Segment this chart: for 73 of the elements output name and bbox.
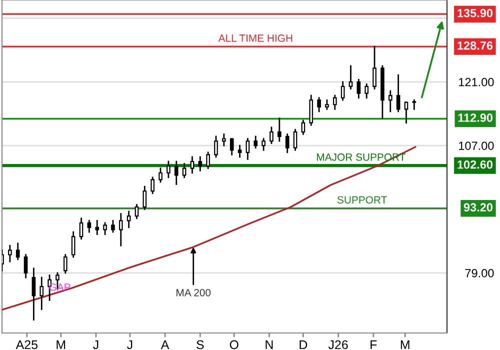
candlestick: [190, 156, 194, 174]
candlestick: [270, 126, 274, 144]
candlestick: [103, 222, 107, 235]
x-tick-label: A25: [16, 340, 38, 350]
candlestick: [32, 268, 36, 320]
candlestick: [412, 99, 416, 110]
ref-line-label: 102.60: [458, 160, 493, 169]
candlestick: [8, 244, 12, 262]
x-tick-label: N: [266, 340, 273, 350]
line-series: [2, 146, 416, 311]
candlestick: [150, 176, 155, 194]
candlestick: [278, 118, 282, 142]
candlestick: [309, 94, 314, 126]
x-tick-label: M: [400, 340, 410, 350]
candlestick: [325, 99, 329, 110]
candlestick: [293, 128, 298, 151]
candlestick: [158, 168, 162, 183]
candlestick: [404, 102, 408, 124]
x-tick-label: J: [127, 340, 132, 350]
candlestick: [174, 160, 178, 185]
x-tick-label: S: [196, 340, 204, 350]
ref-line-label: 93.20: [464, 203, 493, 212]
candlestick: [356, 78, 361, 98]
x-tick-label: M: [56, 340, 66, 350]
candlestick: [285, 134, 290, 154]
x-tick-label: F: [370, 340, 377, 350]
x-tick-label: A: [160, 340, 170, 350]
y-tick-label: 121.00: [459, 78, 494, 86]
candlestick: [16, 242, 20, 260]
candlestick: [111, 220, 115, 233]
candlestick: [134, 204, 139, 220]
candlestick: [182, 163, 186, 178]
candlestick: [63, 254, 68, 274]
candlestick: [388, 90, 392, 112]
candlestick: [364, 83, 369, 98]
candlestick: [198, 156, 202, 172]
candlestick: [118, 213, 123, 246]
candlestick: [332, 94, 337, 110]
candlestick: [254, 136, 258, 149]
candlestick: [71, 231, 76, 258]
x-tick-label: J: [93, 340, 98, 350]
annotation: SUPPORT: [337, 196, 387, 204]
candlestick: [142, 186, 147, 210]
candlestick: [24, 254, 28, 278]
annotation: MA 200: [176, 288, 211, 296]
candlestick: [372, 46, 376, 90]
x-tick-label: O: [230, 340, 238, 350]
candlestick: [166, 160, 170, 178]
ref-line-label: 112.90: [458, 114, 493, 122]
candlestick: [396, 74, 400, 112]
annotation: ALL TIME HIGH: [218, 34, 292, 42]
y-tick-label: 107.00: [459, 142, 494, 150]
ref-line-label: 135.90: [458, 8, 493, 18]
candlestick: [40, 276, 44, 310]
candlestick: [206, 152, 210, 170]
y-tick-label: 79.00: [465, 268, 494, 278]
candlestick: [348, 65, 353, 90]
candlestick: [222, 134, 226, 146]
candlestick: [246, 138, 250, 160]
candlestick: [87, 220, 92, 233]
candlestick: [340, 81, 345, 101]
ref-line-label: 128.76: [458, 41, 493, 50]
candlestick: [230, 138, 234, 156]
candlestick: [301, 120, 306, 135]
candlestick: [238, 144, 242, 158]
candlestick: [317, 97, 321, 112]
candlestick: [214, 136, 218, 158]
candlestick: [79, 218, 84, 240]
candlestick: [95, 220, 100, 235]
x-tick-label: J26: [328, 340, 348, 350]
candlestick: [126, 210, 131, 228]
x-tick-label: D: [300, 340, 308, 350]
candlestick: [262, 138, 266, 151]
